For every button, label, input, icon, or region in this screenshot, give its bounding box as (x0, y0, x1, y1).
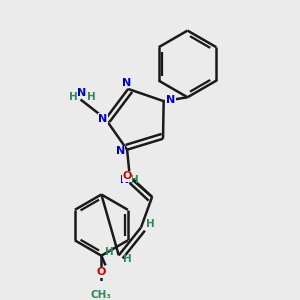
Text: N: N (120, 175, 129, 185)
Text: H: H (123, 254, 131, 264)
Text: O: O (97, 267, 106, 277)
Text: N: N (77, 88, 86, 98)
Text: H: H (69, 92, 78, 102)
Text: H: H (130, 175, 139, 185)
Text: N: N (122, 78, 131, 88)
Text: N: N (98, 114, 107, 124)
Text: N: N (166, 95, 175, 105)
Text: O: O (122, 171, 132, 181)
Text: H: H (146, 219, 155, 229)
Text: CH₃: CH₃ (91, 290, 112, 300)
Text: H: H (106, 247, 114, 257)
Text: H: H (87, 92, 96, 102)
Text: N: N (116, 146, 125, 156)
